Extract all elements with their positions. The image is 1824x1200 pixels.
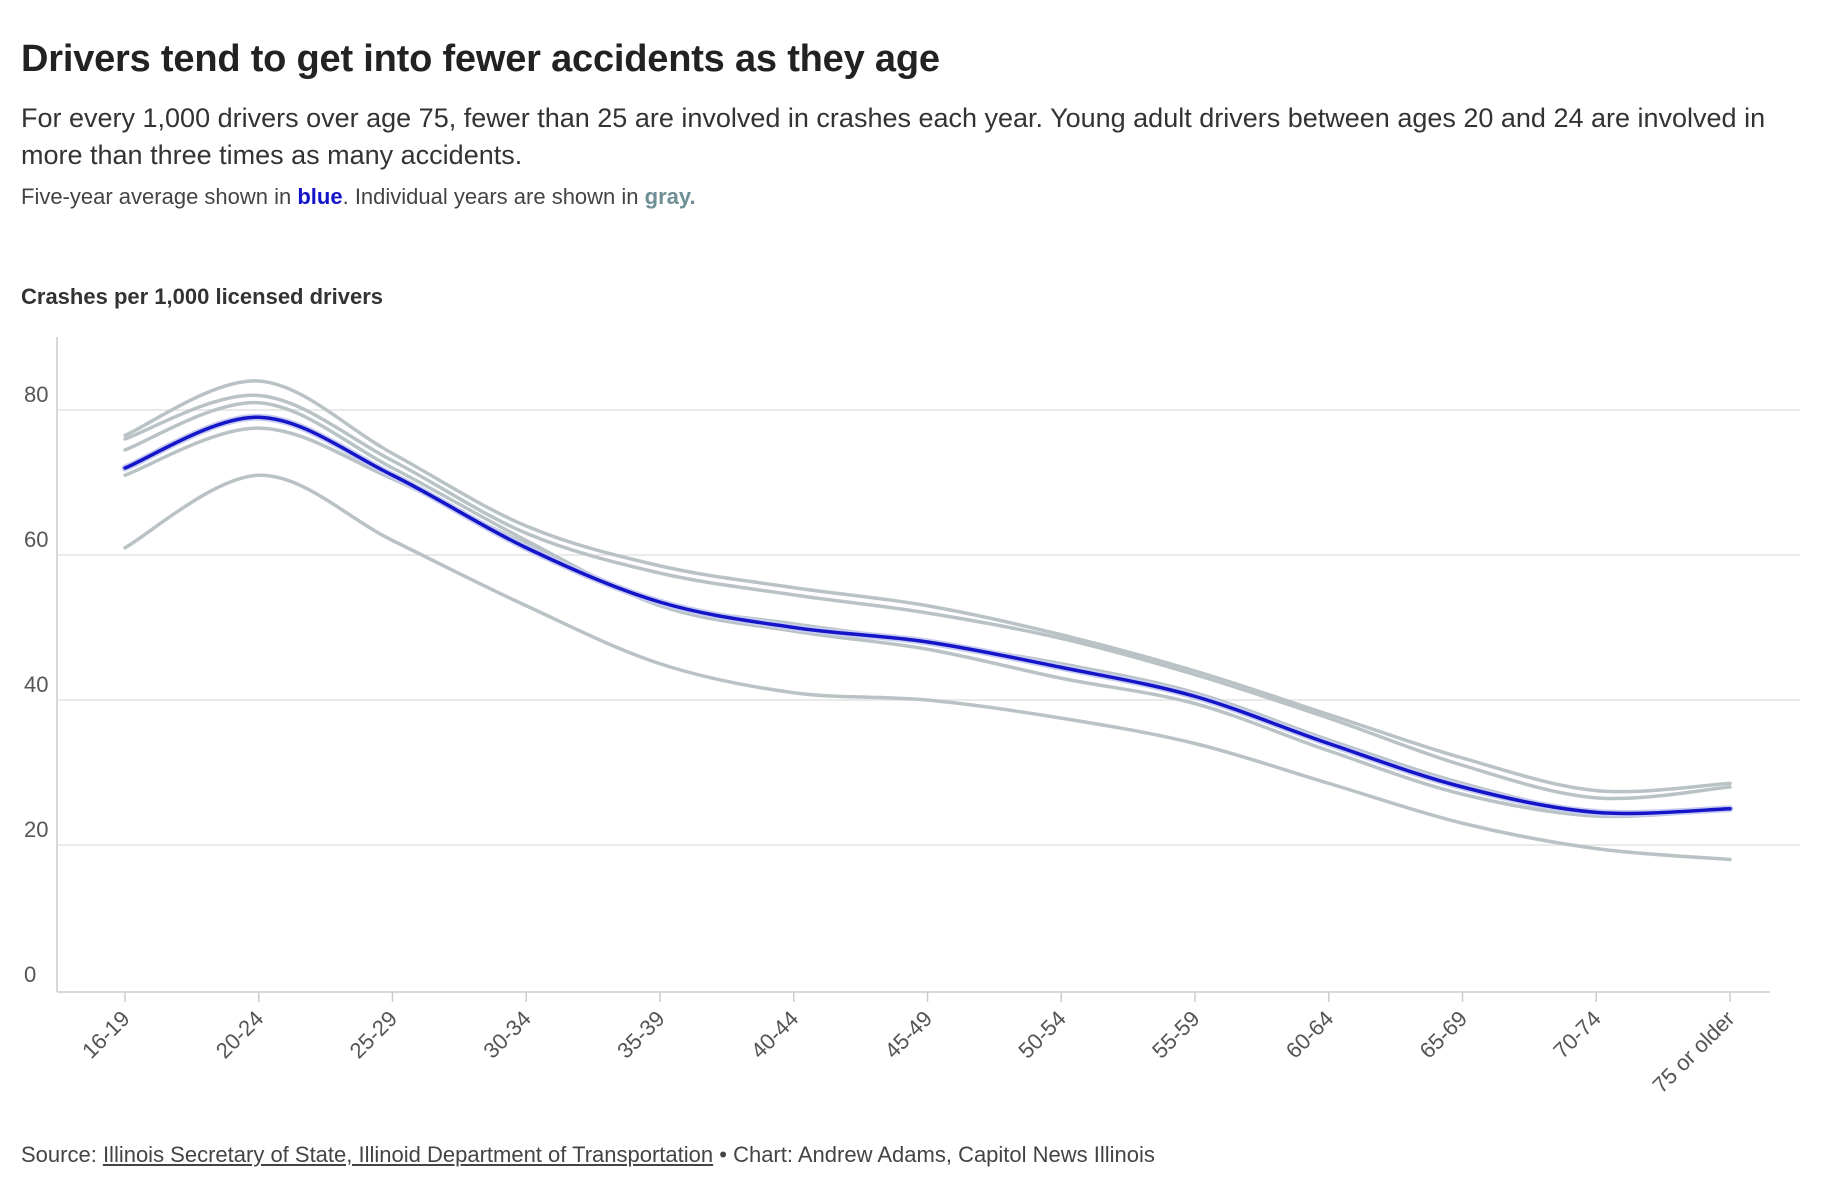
x-axis: [56, 337, 1770, 993]
x-tick-label: 35-39: [612, 1006, 669, 1063]
chart-title: Drivers tend to get into fewer accidents…: [21, 38, 940, 80]
note-blue-label: blue: [297, 184, 343, 209]
x-tick-label: 40-44: [746, 1006, 803, 1063]
chart-subtitle: For every 1,000 drivers over age 75, few…: [21, 103, 1766, 170]
y-tick-label: 60: [24, 527, 48, 552]
note-gray-label: gray.: [644, 184, 696, 209]
note-prefix: Five-year average shown in: [21, 184, 298, 209]
chart-credit: • Chart: Andrew Adams, Capitol News Illi…: [713, 1142, 1155, 1167]
y-tick-label: 20: [24, 817, 48, 842]
source-link[interactable]: Illinois Secretary of State, Illinoid De…: [102, 1142, 714, 1167]
line-chart: 0 20 40 60 80 16-19 20-24 25-29 30-34 35-39 40-44…: [24, 337, 1800, 1098]
series-line-year: [123, 473, 1732, 862]
y-tick-label: 0: [24, 962, 36, 987]
x-tick-label: 75 or older: [1647, 1006, 1739, 1098]
x-tick-label: 55-59: [1147, 1006, 1204, 1063]
series-line-year: [123, 379, 1732, 794]
source-prefix: Source:: [21, 1142, 103, 1167]
average-line-halo: [121, 413, 1734, 817]
x-tick-label: 16-19: [77, 1006, 134, 1063]
chart-note: Five-year average shown in blue. Individ…: [21, 184, 696, 210]
chart-footer: Source: Illinois Secretary of State, Ill…: [21, 1142, 1155, 1168]
y-tick-label: 80: [24, 382, 48, 407]
series-line-average: [123, 415, 1732, 816]
series-line-year: [123, 426, 1732, 816]
series-lines: [121, 379, 1734, 862]
y-axis-label: Crashes per 1,000 licensed drivers: [21, 284, 383, 309]
x-tick-label: 60-64: [1281, 1006, 1338, 1063]
x-axis-ticks: 16-19 20-24 25-29 30-34 35-39 40-44 45-49 50-54…: [77, 992, 1740, 1098]
x-tick-label: 25-29: [345, 1006, 402, 1063]
x-tick-label: 20-24: [211, 1006, 268, 1063]
series-line-year: [123, 393, 1732, 801]
x-tick-label: 45-49: [880, 1006, 937, 1063]
x-tick-label: 65-69: [1415, 1006, 1472, 1063]
x-tick-label: 30-34: [478, 1006, 535, 1063]
y-axis-ticks: 0 20 40 60 80: [24, 382, 48, 987]
series-line-year: [123, 400, 1732, 819]
x-tick-label: 70-74: [1548, 1006, 1605, 1063]
x-tick-label: 50-54: [1013, 1006, 1070, 1063]
gridlines: [58, 409, 1800, 846]
y-tick-label: 40: [24, 672, 48, 697]
note-middle: . Individual years are shown in: [342, 184, 645, 209]
